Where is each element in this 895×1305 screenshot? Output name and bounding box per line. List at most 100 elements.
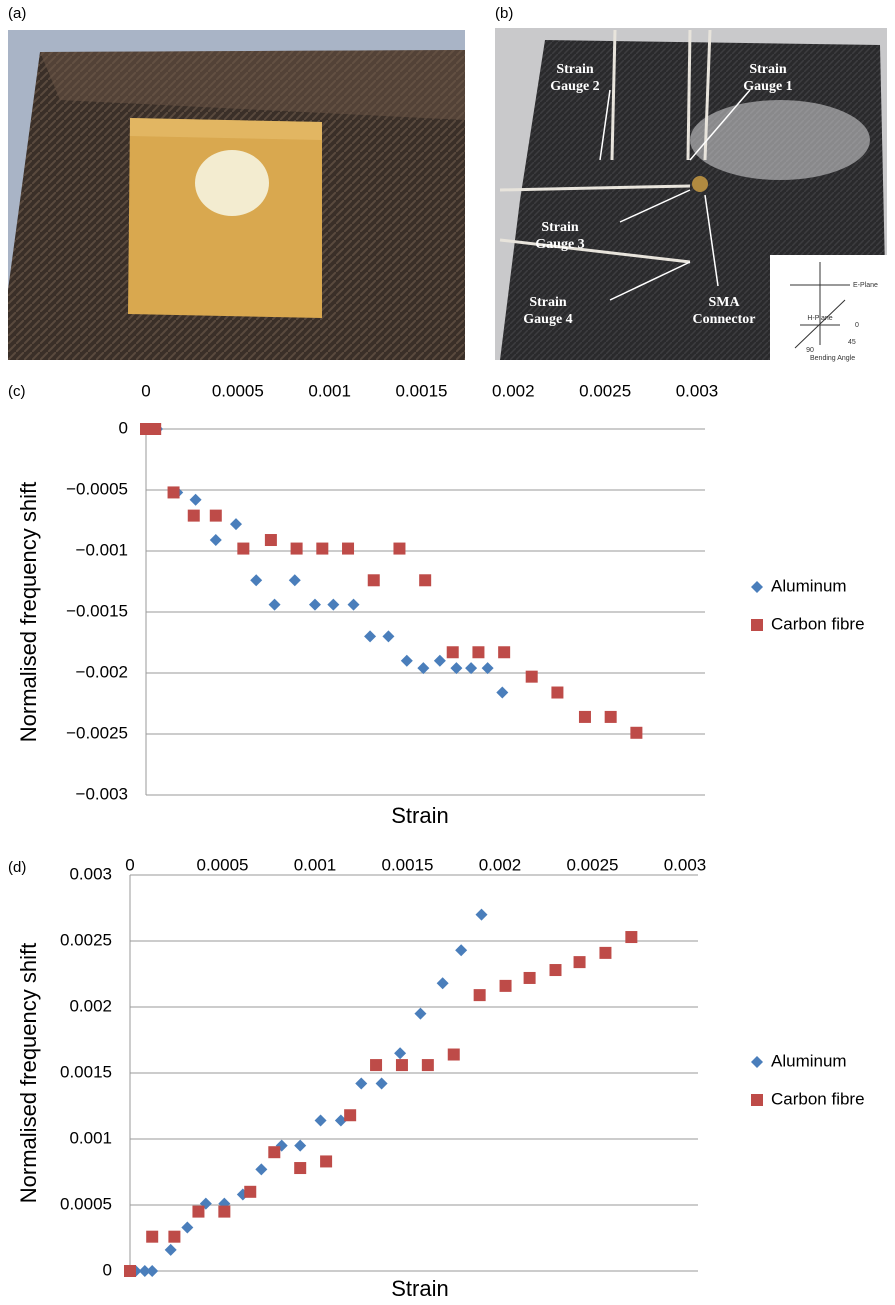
point: [168, 1231, 180, 1243]
point: [255, 1163, 267, 1175]
x-tick-label: 0.0025: [579, 381, 631, 400]
annotation: Gauge 3: [535, 237, 584, 252]
point: [625, 931, 637, 943]
legend-label: Carbon fibre: [771, 1089, 865, 1108]
panel-label: (a): [8, 5, 26, 22]
annotation: Connector: [693, 312, 756, 327]
inset-label: E-Plane: [853, 282, 878, 289]
y-tick-label: −0.0015: [66, 601, 128, 620]
x-tick-label: 0.002: [492, 381, 535, 400]
annotation: Gauge 1: [743, 79, 792, 94]
point: [344, 1109, 356, 1121]
annotation: Gauge 2: [550, 79, 599, 94]
x-tick-label: 0: [125, 855, 134, 874]
panel-label: (c): [8, 383, 26, 400]
point: [230, 518, 242, 530]
y-tick-label: 0: [103, 1260, 112, 1279]
point: [327, 599, 339, 611]
point: [574, 956, 586, 968]
figure: (a) (b) Strain Gauge 2 Strain Gauge 1 Strain…: [0, 0, 895, 1305]
point: [394, 1047, 406, 1059]
y-tick-label: 0.001: [69, 1128, 112, 1147]
point: [417, 662, 429, 674]
point: [190, 494, 202, 506]
inset-label: 45: [848, 339, 856, 346]
point: [630, 727, 642, 739]
annotation: Strain: [556, 62, 594, 77]
y-axis-label: Normalised frequency shift: [16, 943, 41, 1203]
point: [244, 1186, 256, 1198]
point: [210, 534, 222, 546]
point: [355, 1078, 367, 1090]
y-tick-label: 0: [119, 418, 128, 437]
legend-marker: [751, 1094, 763, 1106]
y-tick-label: −0.0025: [66, 723, 128, 742]
point: [165, 1244, 177, 1256]
point: [396, 1059, 408, 1071]
x-tick-label: 0.0005: [212, 381, 264, 400]
charts: (c)0−0.0005−0.001−0.0015−0.002−0.0025−0.…: [8, 381, 865, 1300]
point: [448, 1049, 460, 1061]
point: [348, 599, 360, 611]
x-tick-label: 0.0025: [567, 855, 619, 874]
x-tick-label: 0.003: [676, 381, 719, 400]
panel-label: (d): [8, 859, 26, 876]
point: [496, 687, 508, 699]
point: [218, 1206, 230, 1218]
x-tick-label: 0.0005: [197, 855, 249, 874]
legend-marker: [751, 1056, 763, 1068]
panel-label: (b): [495, 5, 513, 22]
point: [181, 1221, 193, 1233]
point: [434, 655, 446, 667]
point: [146, 1231, 158, 1243]
point: [316, 543, 328, 555]
point: [320, 1155, 332, 1167]
y-tick-label: −0.003: [76, 784, 128, 803]
y-tick-label: 0.003: [69, 864, 112, 883]
point: [364, 630, 376, 642]
point: [210, 510, 222, 522]
point: [342, 543, 354, 555]
inset-label: 90: [806, 347, 814, 354]
point: [265, 534, 277, 546]
point: [146, 1265, 158, 1277]
point: [309, 599, 321, 611]
x-tick-label: 0.001: [308, 381, 351, 400]
point: [294, 1162, 306, 1174]
y-tick-label: 0.0005: [60, 1194, 112, 1213]
annotation: Strain: [529, 295, 567, 310]
point: [472, 646, 484, 658]
point: [382, 630, 394, 642]
x-axis-label: Strain: [391, 1276, 448, 1301]
legend-label: Aluminum: [771, 576, 847, 595]
annotation: Strain: [749, 62, 787, 77]
point: [422, 1059, 434, 1071]
point: [376, 1078, 388, 1090]
legend-label: Aluminum: [771, 1051, 847, 1070]
point: [268, 1146, 280, 1158]
point: [482, 662, 494, 674]
y-tick-label: 0.0025: [60, 930, 112, 949]
annotation: SMA: [708, 295, 740, 310]
x-tick-label: 0: [141, 381, 150, 400]
x-axis-label: Strain: [391, 803, 448, 828]
point: [414, 1008, 426, 1020]
point: [315, 1115, 327, 1127]
y-tick-label: 0.002: [69, 996, 112, 1015]
photo-a: [8, 30, 465, 360]
point: [455, 944, 467, 956]
point: [269, 599, 281, 611]
point: [498, 646, 510, 658]
inset-label: 0: [855, 322, 859, 329]
point: [124, 1265, 136, 1277]
point: [450, 662, 462, 674]
point: [192, 1206, 204, 1218]
point: [447, 646, 459, 658]
point: [393, 543, 405, 555]
x-tick-label: 0.0015: [382, 855, 434, 874]
x-tick-label: 0.003: [664, 855, 707, 874]
point: [289, 574, 301, 586]
y-tick-label: −0.001: [76, 540, 128, 559]
point: [605, 711, 617, 723]
point: [294, 1140, 306, 1152]
